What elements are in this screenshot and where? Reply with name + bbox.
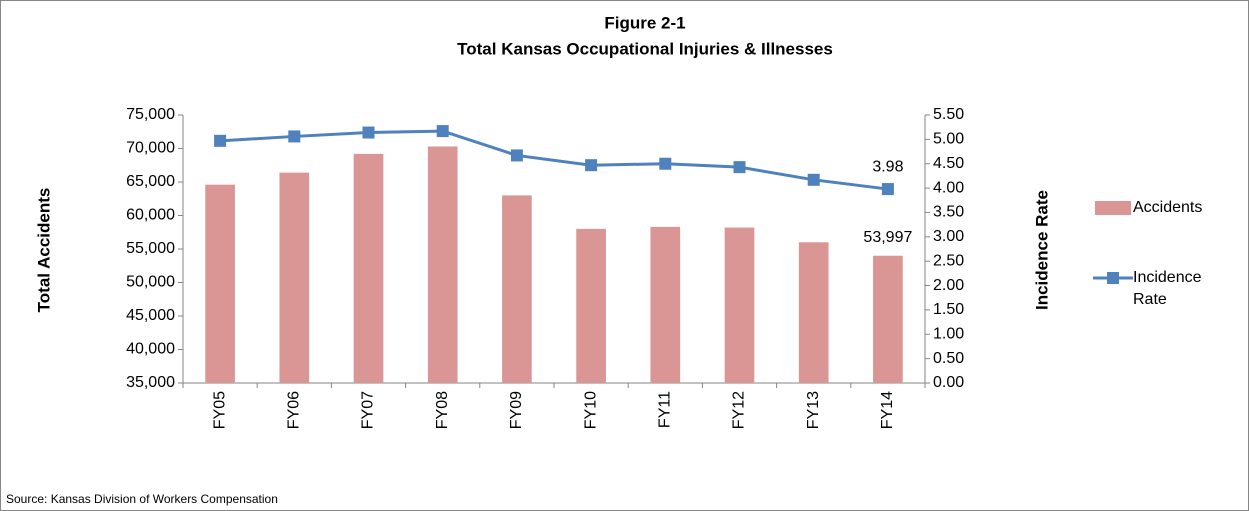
- y2-tick-label: 0.50: [933, 350, 964, 367]
- x-tick-label: FY13: [805, 391, 822, 429]
- y-axis-title: Total Accidents: [34, 188, 53, 313]
- y-tick-label: 70,000: [126, 140, 175, 157]
- bar: [205, 184, 235, 383]
- x-tick-label: FY08: [434, 391, 451, 429]
- y2-tick-label: 3.00: [933, 228, 964, 245]
- y-tick-label: 45,000: [126, 307, 175, 324]
- marker: [510, 149, 523, 162]
- y-tick-label: 35,000: [126, 374, 175, 391]
- y2-tick-label: 2.00: [933, 277, 964, 294]
- marker: [881, 183, 894, 196]
- marker: [288, 130, 301, 143]
- bar: [279, 172, 310, 383]
- legend-swatch: [1107, 272, 1119, 284]
- x-tick-label: FY06: [286, 391, 303, 429]
- x-tick-label: FY12: [731, 391, 748, 429]
- legend-swatch: [1095, 201, 1131, 215]
- marker: [807, 173, 820, 186]
- y-tick-label: 65,000: [126, 173, 175, 190]
- y2-tick-label: 1.50: [933, 301, 964, 318]
- x-tick-label: FY05: [211, 391, 228, 429]
- y2-tick-label: 4.50: [933, 155, 964, 172]
- legend-label: Incidence Rate: [1133, 269, 1202, 308]
- marker: [436, 125, 449, 138]
- marker: [733, 161, 746, 174]
- bar: [502, 195, 532, 383]
- marker: [362, 126, 375, 139]
- y-tick-label: 50,000: [126, 274, 175, 291]
- bar: [353, 153, 384, 383]
- y-tick-label: 40,000: [126, 341, 175, 358]
- y2-tick-label: 5.00: [933, 131, 964, 148]
- x-tick-label: FY10: [582, 391, 599, 429]
- x-tick-label: FY11: [657, 391, 674, 428]
- data-label: 3.98: [872, 158, 903, 175]
- x-tick-label: FY09: [508, 391, 525, 429]
- x-tick-label: FY07: [360, 391, 377, 429]
- source-note: Source: Kansas Division of Workers Compe…: [6, 492, 278, 506]
- chart-subtitle: Total Kansas Occupational Injuries & Ill…: [457, 39, 833, 58]
- y-tick-label: 55,000: [126, 240, 175, 257]
- bar: [650, 226, 681, 383]
- y2-tick-label: 0.00: [933, 374, 964, 391]
- bar: [798, 242, 829, 383]
- bar: [873, 255, 903, 383]
- y2-tick-label: 3.50: [933, 204, 964, 221]
- y2-tick-label: 5.50: [933, 106, 964, 123]
- data-label: 53,997: [863, 229, 912, 246]
- marker: [214, 134, 227, 147]
- y2-tick-label: 4.00: [933, 179, 964, 196]
- y2-tick-label: 2.50: [933, 252, 964, 269]
- y2-tick-label: 1.00: [933, 325, 964, 342]
- legend-label: Accidents: [1133, 199, 1202, 216]
- chart-title: Figure 2-1: [604, 13, 685, 32]
- x-tick-label: FY14: [879, 391, 896, 429]
- bar: [427, 146, 458, 383]
- bar: [724, 227, 755, 383]
- marker: [585, 159, 598, 172]
- line: [220, 129, 889, 191]
- marker: [659, 157, 672, 170]
- y2-axis-title: Incidence Rate: [1032, 190, 1051, 310]
- y-tick-label: 60,000: [126, 207, 175, 224]
- bar: [576, 228, 606, 383]
- y-tick-label: 75,000: [126, 106, 175, 123]
